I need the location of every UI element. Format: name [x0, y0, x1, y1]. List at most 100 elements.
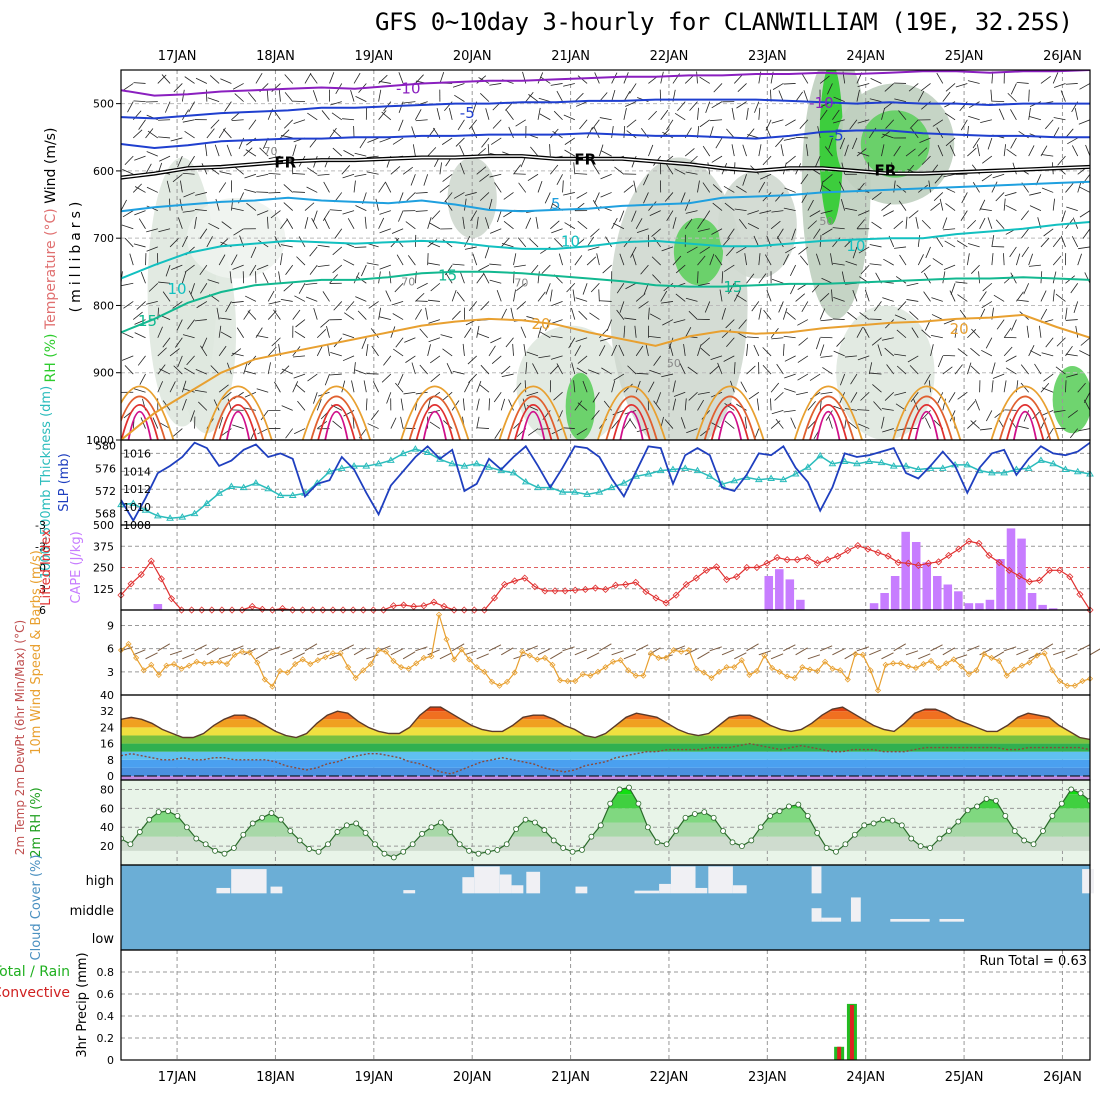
wind-barb [696, 71, 698, 84]
wind-barb [702, 210, 711, 221]
wind-barb [419, 328, 428, 339]
wind-barb [942, 217, 948, 229]
rh-point [503, 841, 510, 848]
wind-barb [234, 93, 244, 102]
wind-barb [857, 355, 870, 361]
wind-barb [218, 127, 226, 139]
wind-barb [623, 72, 629, 84]
wind-barb [797, 355, 809, 363]
wind-barb [430, 282, 441, 292]
thickness-point [693, 466, 702, 474]
wind-barb [1052, 72, 1059, 84]
wind-barb [530, 146, 539, 157]
wind-barb [614, 166, 625, 175]
wind-barb [634, 325, 637, 338]
wind-barb [942, 91, 951, 102]
lifted-index-point [783, 556, 791, 564]
wind-barb [256, 264, 269, 271]
wind-barb [967, 420, 977, 429]
wind-barb [329, 72, 335, 84]
wind-barb [1040, 237, 1050, 248]
wind-barb [464, 327, 472, 338]
wind-barb [942, 366, 953, 375]
wind-barb [746, 343, 749, 356]
wind-barb [539, 331, 551, 339]
wind-barb [281, 405, 293, 411]
wind-barb [688, 310, 698, 320]
wind-barb [917, 90, 925, 102]
wind-barb [181, 89, 185, 102]
surface-wind-barb [488, 644, 502, 652]
wind-barb [523, 343, 527, 356]
wind-barb [313, 210, 318, 223]
wind-barb [562, 427, 575, 429]
wind-barb [664, 192, 674, 202]
wind-speed-point [443, 636, 450, 643]
wind-barb [1030, 350, 1042, 357]
temp-band [121, 751, 1090, 760]
wind-barb [839, 392, 846, 404]
wind-barb [592, 392, 600, 403]
wind-barb [393, 348, 404, 357]
high-cloud-block [511, 885, 524, 894]
lifted-index-point [299, 606, 307, 614]
thickness-point [1012, 465, 1021, 472]
thickness-point [497, 466, 506, 474]
wind-barb [882, 133, 894, 139]
wind-barb [256, 388, 269, 393]
wind-barb [390, 166, 401, 175]
wind-barb [255, 72, 263, 84]
wind-barb [985, 337, 993, 349]
wind-axis-label-group: 10m Wind Speed & Barbs (m/s) [29, 550, 44, 755]
isotherm-label: 10 [561, 233, 580, 251]
wind-barb [1052, 289, 1055, 302]
wind-barb [440, 334, 453, 339]
isotherm-label: -10 [809, 94, 834, 112]
surface-wind-barb [268, 646, 281, 652]
wind-barb [415, 119, 428, 122]
cape-bar [901, 531, 910, 610]
lifted-index-point [188, 606, 196, 614]
wind-speed-point [662, 654, 670, 661]
wind-barb [589, 312, 600, 320]
wind-barb [187, 155, 195, 167]
lifted-index-point [914, 561, 922, 569]
wind-barb [280, 299, 293, 302]
wind-barb [600, 192, 612, 198]
surface-wind-barb [795, 647, 808, 656]
surface-wind-barb [770, 653, 784, 660]
wind-barb [293, 119, 306, 124]
wind-speed-point [791, 674, 798, 682]
wind-barb [274, 381, 281, 393]
wind-barb [214, 144, 220, 157]
wind-barb [704, 301, 711, 313]
lifted-index-point [601, 585, 610, 594]
lifted-index-point [672, 591, 680, 599]
wind-barb [329, 209, 342, 211]
wind-barb [121, 409, 122, 411]
rh-point [842, 841, 849, 848]
wind-speed-point [360, 667, 367, 674]
wind-barb [353, 362, 356, 375]
wind-barb [672, 380, 676, 393]
thickness-point [178, 513, 187, 520]
thickness-point [399, 449, 407, 457]
wind-barb [723, 264, 735, 272]
wind-barb [331, 112, 343, 121]
thickness-point [1061, 465, 1070, 472]
rh-point [663, 841, 670, 848]
wind-barb [714, 254, 723, 266]
thickness-point [153, 511, 162, 519]
high-cloud-block [811, 866, 822, 894]
wind-barb [931, 297, 943, 302]
wind-barb [551, 228, 563, 234]
wind-barb [836, 337, 845, 347]
surface-wind-barb [1065, 653, 1078, 660]
thickness-point [350, 462, 358, 469]
wind-barb [329, 373, 342, 376]
wind-speed-point [557, 677, 564, 684]
wind-barb [341, 165, 351, 175]
wind-barb [283, 202, 293, 211]
wind-barb [877, 344, 882, 357]
surface-isotherm [990, 385, 1060, 440]
